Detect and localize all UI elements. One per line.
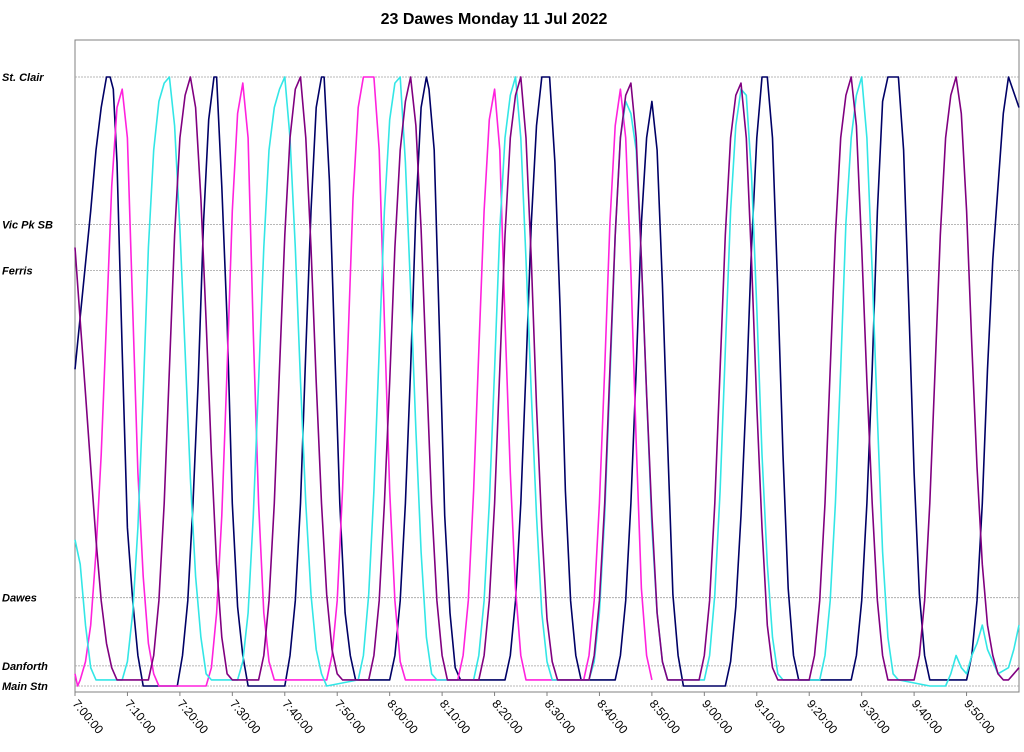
stop-label: Danforth xyxy=(2,661,48,673)
x-tick-label: 9:40:00 xyxy=(909,697,946,737)
x-tick-label: 8:40:00 xyxy=(594,697,631,737)
x-tick-label: 7:40:00 xyxy=(279,697,316,737)
x-tick-label: 7:10:00 xyxy=(122,697,159,737)
x-tick-label: 9:00:00 xyxy=(699,697,736,737)
x-tick-label: 7:30:00 xyxy=(227,697,264,737)
x-axis-ticks: 7:00:00 7:10:00 7:20:00 7:30:00 7:40:00 7:50:… xyxy=(70,692,998,737)
x-tick-label: 7:50:00 xyxy=(332,697,369,737)
chart-title: 23 Dawes Monday 11 Jul 2022 xyxy=(381,11,608,28)
stop-label: Ferris xyxy=(2,266,33,278)
x-tick-label: 7:00:00 xyxy=(70,697,107,737)
x-tick-label: 9:20:00 xyxy=(804,697,841,737)
stop-label: Dawes xyxy=(2,593,37,605)
stop-label: Vic Pk SB xyxy=(2,219,53,231)
x-tick-label: 8:20:00 xyxy=(489,697,526,737)
x-tick-label: 8:30:00 xyxy=(542,697,579,737)
x-tick-label: 9:30:00 xyxy=(856,697,893,737)
plot-area xyxy=(74,39,1020,693)
series-line xyxy=(74,76,653,687)
x-tick-label: 8:50:00 xyxy=(647,697,684,737)
x-tick-label: 9:50:00 xyxy=(961,697,998,737)
x-tick-label: 8:10:00 xyxy=(437,697,474,737)
x-tick-label: 8:00:00 xyxy=(384,697,421,737)
stop-label: Main Stn xyxy=(2,681,48,693)
x-tick-label: 7:20:00 xyxy=(175,697,212,737)
series-layer xyxy=(74,76,1020,687)
stop-labels: St. Clair Vic Pk SB Ferris Dawes Danforth Mai… xyxy=(2,72,53,693)
series-line xyxy=(74,76,1020,687)
stop-label: St. Clair xyxy=(2,72,44,84)
x-tick-label: 9:10:00 xyxy=(751,697,788,737)
series-line xyxy=(74,76,1020,687)
series-line xyxy=(74,76,1020,681)
